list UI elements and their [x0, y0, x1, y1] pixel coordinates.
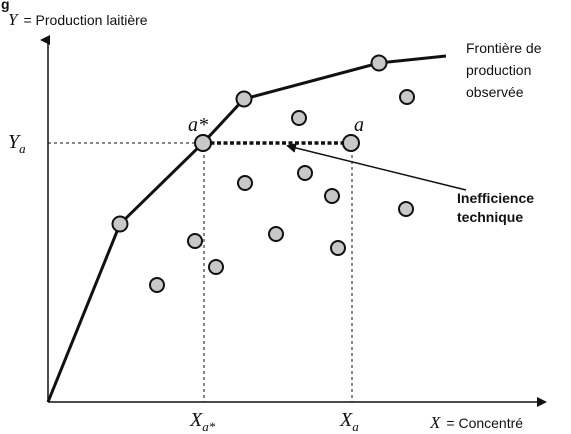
observed-point-9 [330, 240, 346, 256]
tick-y-a: Ya [8, 131, 26, 156]
observed-point-5 [324, 188, 340, 204]
tick-x-a-star: Xa* [189, 409, 216, 434]
inefficiency-pointer-arrow [286, 143, 467, 191]
x-axis-symbol: X [429, 413, 441, 432]
frontier-line [46, 54, 447, 403]
point-a-star-marker [194, 134, 212, 152]
inefficiency-label: Inefficience technique [457, 190, 538, 225]
point-a-star-label: a* [188, 114, 208, 136]
observed-point-1 [291, 110, 307, 126]
y-axis-title: Y = Production laitière [8, 10, 148, 29]
point-a-marker [342, 134, 360, 152]
frontier-marker-3 [235, 90, 253, 108]
frontier-marker-1 [111, 215, 129, 233]
inefficiency-label-line-1: Inefficience [457, 190, 534, 206]
observed-point-10 [208, 259, 224, 275]
header-fragment: g [1, 0, 10, 12]
observed-point-7 [187, 233, 203, 249]
frontier-label-line-1: Frontière de [466, 40, 542, 56]
observed-point-3 [237, 175, 253, 191]
tick-x-a-base: X [339, 409, 353, 431]
x-axis-title: X = Concentré [429, 413, 523, 432]
y-axis-symbol: Y [8, 10, 19, 29]
tick-y-a-sub: a [19, 141, 26, 156]
tick-x-a-star-base: X [189, 409, 203, 431]
inefficiency-label-line-2: technique [457, 209, 523, 225]
observed-point-11 [149, 277, 165, 293]
frontier-label: Frontière de production observée [466, 40, 545, 100]
observed-point-6 [398, 201, 414, 217]
frontier-marker-4 [370, 54, 388, 72]
observed-point-8 [268, 226, 284, 242]
tick-x-a: Xa [339, 409, 359, 434]
observed-point-4 [297, 165, 313, 181]
point-a-label: a [354, 114, 364, 136]
y-axis-label: = Production laitière [23, 12, 147, 28]
frontier-label-line-2: production [466, 62, 531, 78]
x-axis-label: = Concentré [446, 415, 523, 431]
observed-points [149, 89, 415, 293]
tick-x-a-star-sub: a* [202, 419, 216, 434]
tick-x-a-sub: a [352, 419, 359, 434]
frontier-label-line-3: observée [466, 84, 524, 100]
observed-point-2 [399, 89, 415, 105]
tick-y-a-base: Y [8, 131, 21, 153]
